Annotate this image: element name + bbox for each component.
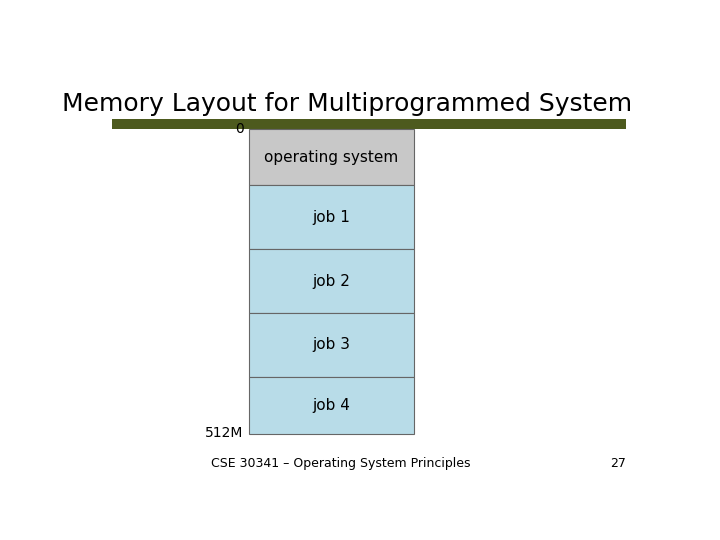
FancyBboxPatch shape: [249, 313, 413, 376]
Text: 512M: 512M: [205, 426, 243, 440]
Text: job 2: job 2: [312, 274, 350, 288]
Text: job 4: job 4: [312, 398, 350, 413]
Text: job 3: job 3: [312, 338, 351, 352]
FancyBboxPatch shape: [249, 129, 413, 185]
Text: 27: 27: [610, 457, 626, 470]
FancyBboxPatch shape: [249, 185, 413, 249]
Text: CSE 30341 – Operating System Principles: CSE 30341 – Operating System Principles: [212, 457, 471, 470]
Text: 0: 0: [235, 122, 243, 136]
Text: Memory Layout for Multiprogrammed System: Memory Layout for Multiprogrammed System: [62, 92, 631, 116]
Text: job 1: job 1: [312, 210, 350, 225]
FancyBboxPatch shape: [249, 249, 413, 313]
Text: operating system: operating system: [264, 150, 398, 165]
FancyBboxPatch shape: [112, 119, 626, 129]
FancyBboxPatch shape: [249, 376, 413, 434]
